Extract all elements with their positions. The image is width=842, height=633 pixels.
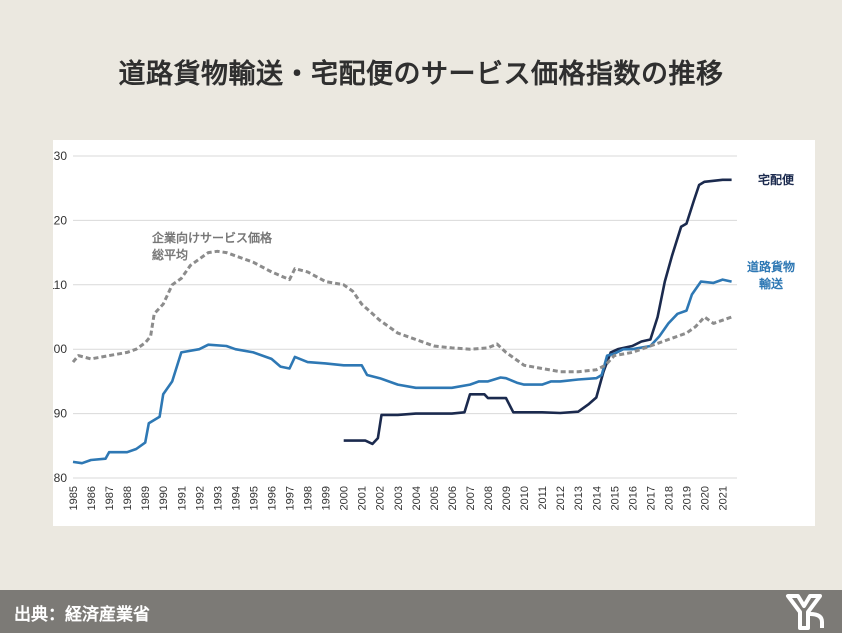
- x-tick-label: 1989: [140, 486, 152, 510]
- x-tick-label: 2002: [375, 486, 387, 510]
- x-tick-label: 2008: [483, 486, 495, 510]
- series-label: 輸送: [759, 276, 784, 291]
- x-tick-label: 1993: [212, 486, 224, 510]
- x-tick-label: 2009: [501, 486, 513, 510]
- x-tick-label: 2012: [555, 486, 567, 510]
- y-tick-label: 100: [53, 342, 67, 356]
- x-tick-label: 2003: [393, 486, 405, 510]
- y-tick-label: 130: [53, 149, 67, 163]
- x-tick-label: 2011: [537, 486, 549, 510]
- x-tick-label: 2000: [339, 486, 351, 510]
- x-tick-label: 1998: [303, 486, 315, 510]
- series-label: 道路貨物: [747, 259, 795, 274]
- x-tick-label: 2016: [627, 486, 639, 510]
- x-tick-label: 1988: [122, 486, 134, 510]
- x-tick-label: 2015: [609, 486, 621, 510]
- x-tick-label: 1997: [285, 486, 297, 510]
- y-tick-label: 110: [53, 278, 67, 292]
- y-tick-label: 90: [54, 407, 68, 421]
- x-tick-label: 1991: [176, 486, 188, 510]
- x-tick-label: 2006: [447, 486, 459, 510]
- page-title: 道路貨物輸送・宅配便のサービス価格指数の推移: [118, 59, 724, 90]
- x-tick-label: 1985: [68, 486, 80, 510]
- x-tick-label: 2005: [429, 486, 441, 510]
- x-tick-label: 2010: [519, 486, 531, 510]
- x-tick-label: 2014: [591, 486, 603, 510]
- x-tick-label: 1995: [248, 486, 260, 510]
- x-tick-label: 1994: [230, 486, 242, 510]
- x-tick-label: 2013: [573, 486, 585, 510]
- x-tick-label: 2018: [663, 486, 675, 510]
- x-tick-label: 2001: [357, 486, 369, 510]
- series-label: 総平均: [152, 247, 188, 262]
- series-line-0: [343, 178, 732, 446]
- source-text: 出典：経済産業省: [14, 605, 150, 625]
- x-tick-label: 1992: [194, 486, 206, 510]
- x-tick-label: 2021: [718, 486, 730, 510]
- x-tick-label: 2019: [681, 486, 693, 510]
- series-label: 企業向けサービス価格: [151, 230, 273, 245]
- y-tick-label: 80: [54, 471, 68, 485]
- x-tick-label: 1999: [321, 486, 333, 510]
- series-line-1: [72, 278, 732, 465]
- x-tick-label: 1987: [104, 486, 116, 510]
- line-chart: 80 90 100 110 120 130 1985 1986 1987 1988 1989 1990…: [53, 149, 795, 510]
- series-line-2: [71, 249, 733, 374]
- x-tick-label: 1990: [158, 486, 170, 510]
- brand-logo-icon: [786, 594, 824, 630]
- series-label: 宅配便: [758, 172, 795, 187]
- x-tick-label: 2017: [645, 486, 657, 510]
- x-tick-label: 1996: [266, 486, 278, 510]
- x-tick-label: 2007: [465, 486, 477, 510]
- x-tick-label: 2004: [411, 486, 423, 510]
- x-tick-label: 2020: [700, 486, 712, 510]
- y-tick-label: 120: [53, 213, 67, 227]
- footer-bar: 出典：経済産業省: [0, 590, 842, 633]
- x-tick-label: 1986: [86, 486, 98, 510]
